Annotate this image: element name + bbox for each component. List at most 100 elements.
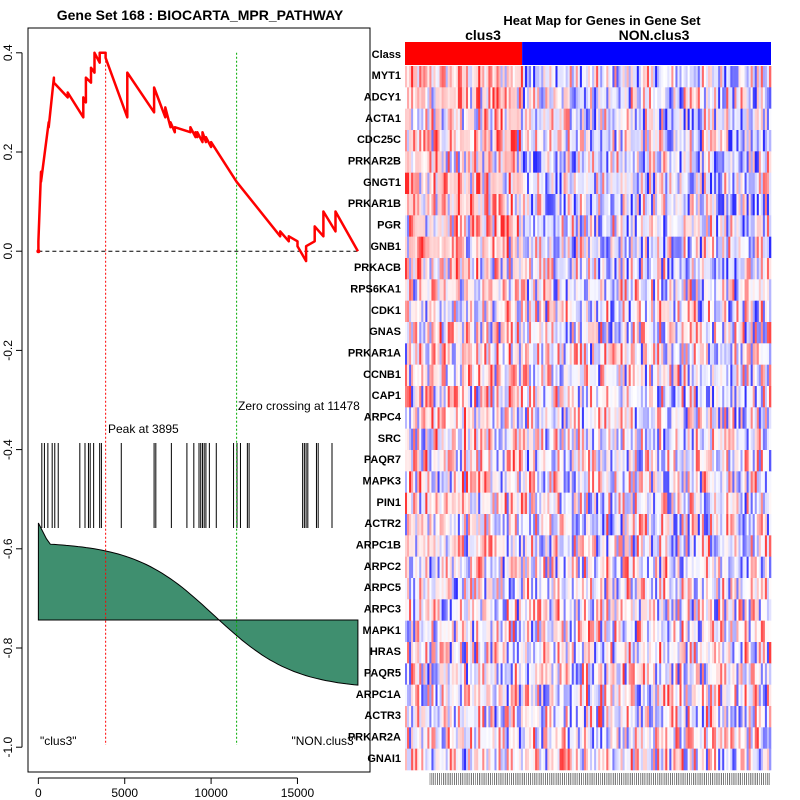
heatmap-cell (433, 87, 436, 109)
heatmap-cell (703, 407, 707, 429)
heatmap-cell (459, 364, 463, 387)
heatmap-cell (636, 130, 640, 152)
heatmap-cell (663, 66, 666, 88)
heatmap-cell (429, 535, 432, 557)
heatmap-cell (669, 258, 672, 280)
heatmap-cell (421, 535, 424, 557)
heatmap-cell (506, 407, 509, 429)
heatmap-cell (752, 514, 756, 536)
heatmap-cell (506, 578, 509, 600)
heatmap-cell (500, 407, 503, 429)
heatmap-cell (531, 66, 534, 88)
heatmap-cell (423, 236, 426, 259)
heatmap-cell (541, 514, 544, 536)
heatmap-cell (516, 492, 520, 515)
heatmap-cell (673, 66, 676, 88)
heatmap-cell (533, 279, 536, 301)
heatmap-cell (527, 514, 530, 536)
heatmap-cell (569, 471, 573, 493)
heatmap-cell (681, 428, 684, 451)
heatmap-cell (712, 87, 715, 109)
heatmap-cell (484, 66, 487, 88)
heatmap-cell (766, 599, 770, 621)
heatmap-cell (610, 194, 613, 216)
heatmap-cell (451, 279, 455, 301)
heatmap-cell (590, 279, 593, 301)
heatmap-cell (646, 620, 650, 643)
heatmap-cell (431, 428, 434, 451)
heatmap-cell (748, 620, 751, 643)
heatmap-cell (445, 322, 448, 344)
heatmap-cell (588, 578, 591, 600)
heatmap-cell (756, 514, 760, 536)
heatmap-cell (669, 194, 672, 216)
heatmap-cell (738, 428, 741, 451)
heatmap-cell (740, 428, 743, 451)
heatmap-cell (492, 215, 495, 237)
heatmap-cell (699, 599, 703, 621)
heatmap-cell (431, 343, 434, 365)
heatmap-cell (622, 87, 625, 109)
heatmap-cell (602, 236, 605, 259)
heatmap-cell (459, 407, 463, 429)
heatmap-cell (744, 407, 747, 429)
heatmap-cell (575, 556, 579, 579)
heatmap-cell (577, 87, 581, 109)
heatmap-cell (419, 215, 422, 237)
heatmap-cell (496, 556, 499, 579)
heatmap-cell (518, 492, 522, 515)
heatmap-cell (516, 514, 520, 536)
heatmap-cell (470, 364, 473, 387)
heatmap-cell (675, 492, 678, 515)
heatmap-cell (596, 322, 599, 344)
heatmap-cell (714, 364, 717, 387)
heatmap-cell (681, 535, 684, 557)
heatmap-cell (553, 172, 556, 195)
heatmap-cell (707, 66, 711, 88)
heatmap-cell (423, 108, 426, 131)
heatmap-cell (468, 620, 471, 643)
heatmap-cell (565, 364, 568, 387)
heatmap-cell (539, 172, 542, 195)
heatmap-cell (634, 620, 638, 643)
heatmap-cell (651, 130, 654, 152)
heatmap-cell (612, 556, 615, 579)
heatmap-cell (764, 258, 768, 280)
heatmap-cell (695, 279, 699, 301)
heatmap-cell (529, 599, 532, 621)
heatmap-cell (738, 130, 741, 152)
heatmap-cell (592, 300, 595, 323)
heatmap-cell (488, 151, 491, 173)
heatmap-cell (437, 450, 440, 472)
heatmap-cell (405, 215, 408, 237)
heatmap-cell (535, 386, 538, 408)
heatmap-cell (431, 492, 434, 515)
heatmap-cell (679, 236, 682, 259)
heatmap-cell (468, 407, 471, 429)
heatmap-cell (630, 364, 634, 387)
heatmap-cell (453, 130, 457, 152)
heatmap-cell (518, 514, 522, 536)
heatmap-cell (614, 428, 617, 451)
heatmap-cell (642, 194, 646, 216)
heatmap-cell (707, 322, 711, 344)
heatmap-cell (409, 407, 412, 429)
heatmap-cell (614, 87, 617, 109)
heatmap-cell (417, 450, 420, 472)
heatmap-cell (563, 578, 566, 600)
heatmap-cell (665, 578, 668, 600)
heatmap-cell (425, 194, 428, 216)
heatmap-cell (451, 151, 455, 173)
heatmap-cell (649, 258, 652, 280)
heatmap-cell (614, 599, 617, 621)
heatmap-cell (405, 556, 408, 579)
heatmap-cell (470, 108, 473, 131)
heatmap-cell (644, 364, 648, 387)
heatmap-cell (569, 578, 573, 600)
heatmap-cell (726, 556, 729, 579)
heatmap-cell (579, 194, 583, 216)
heatmap-cell (427, 300, 430, 323)
heatmap-cell (758, 428, 762, 451)
heatmap-cell (484, 578, 487, 600)
heatmap-cell (435, 386, 438, 408)
